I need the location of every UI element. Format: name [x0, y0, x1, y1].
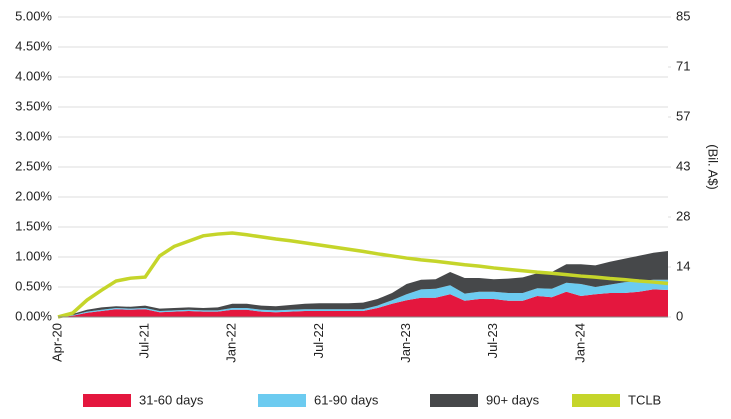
area — [58, 289, 668, 317]
y2-axis-label: (Bil. A$) — [706, 144, 721, 190]
y2-tick-label: 28 — [676, 208, 690, 223]
y-tick-label: 2.00% — [15, 188, 52, 203]
area — [58, 251, 668, 317]
y2-tick-label: 14 — [676, 258, 690, 273]
legend-swatch — [430, 394, 478, 407]
area — [58, 279, 668, 317]
legend-label: 61-90 days — [314, 392, 379, 407]
y-tick-label: 3.00% — [15, 128, 52, 143]
y2-tick-label: 85 — [676, 8, 690, 23]
y-tick-label: 3.50% — [15, 98, 52, 113]
x-tick-label: Jan-22 — [224, 323, 239, 363]
legend-swatch — [258, 394, 306, 407]
x-tick-label: Jan-24 — [572, 323, 587, 363]
y-tick-label: 2.50% — [15, 158, 52, 173]
legend-label: TCLB — [628, 392, 661, 407]
y2-tick-label: 43 — [676, 158, 690, 173]
y-tick-label: 5.00% — [15, 8, 52, 23]
y-tick-label: 4.00% — [15, 68, 52, 83]
x-tick-label: Apr-20 — [49, 323, 64, 362]
y-tick-label: 0.50% — [15, 278, 52, 293]
x-tick-label: Jul-23 — [485, 323, 500, 358]
line — [57, 231, 669, 319]
x-tick-label: Jul-21 — [137, 323, 152, 358]
y2-tick-label: 57 — [676, 108, 690, 123]
legend-label: 90+ days — [486, 392, 540, 407]
legend-swatch — [572, 394, 620, 407]
y-tick-label: 1.00% — [15, 248, 52, 263]
x-tick-label: Jul-22 — [311, 323, 326, 358]
legend-swatch — [83, 394, 131, 407]
y-tick-label: 0.00% — [15, 308, 52, 323]
legend-label: 31-60 days — [139, 392, 204, 407]
y2-tick-label: 0 — [676, 308, 683, 323]
x-tick-label: Jan-23 — [398, 323, 413, 363]
y-tick-label: 4.50% — [15, 38, 52, 53]
y2-tick-label: 71 — [676, 58, 690, 73]
y-tick-label: 1.50% — [15, 218, 52, 233]
